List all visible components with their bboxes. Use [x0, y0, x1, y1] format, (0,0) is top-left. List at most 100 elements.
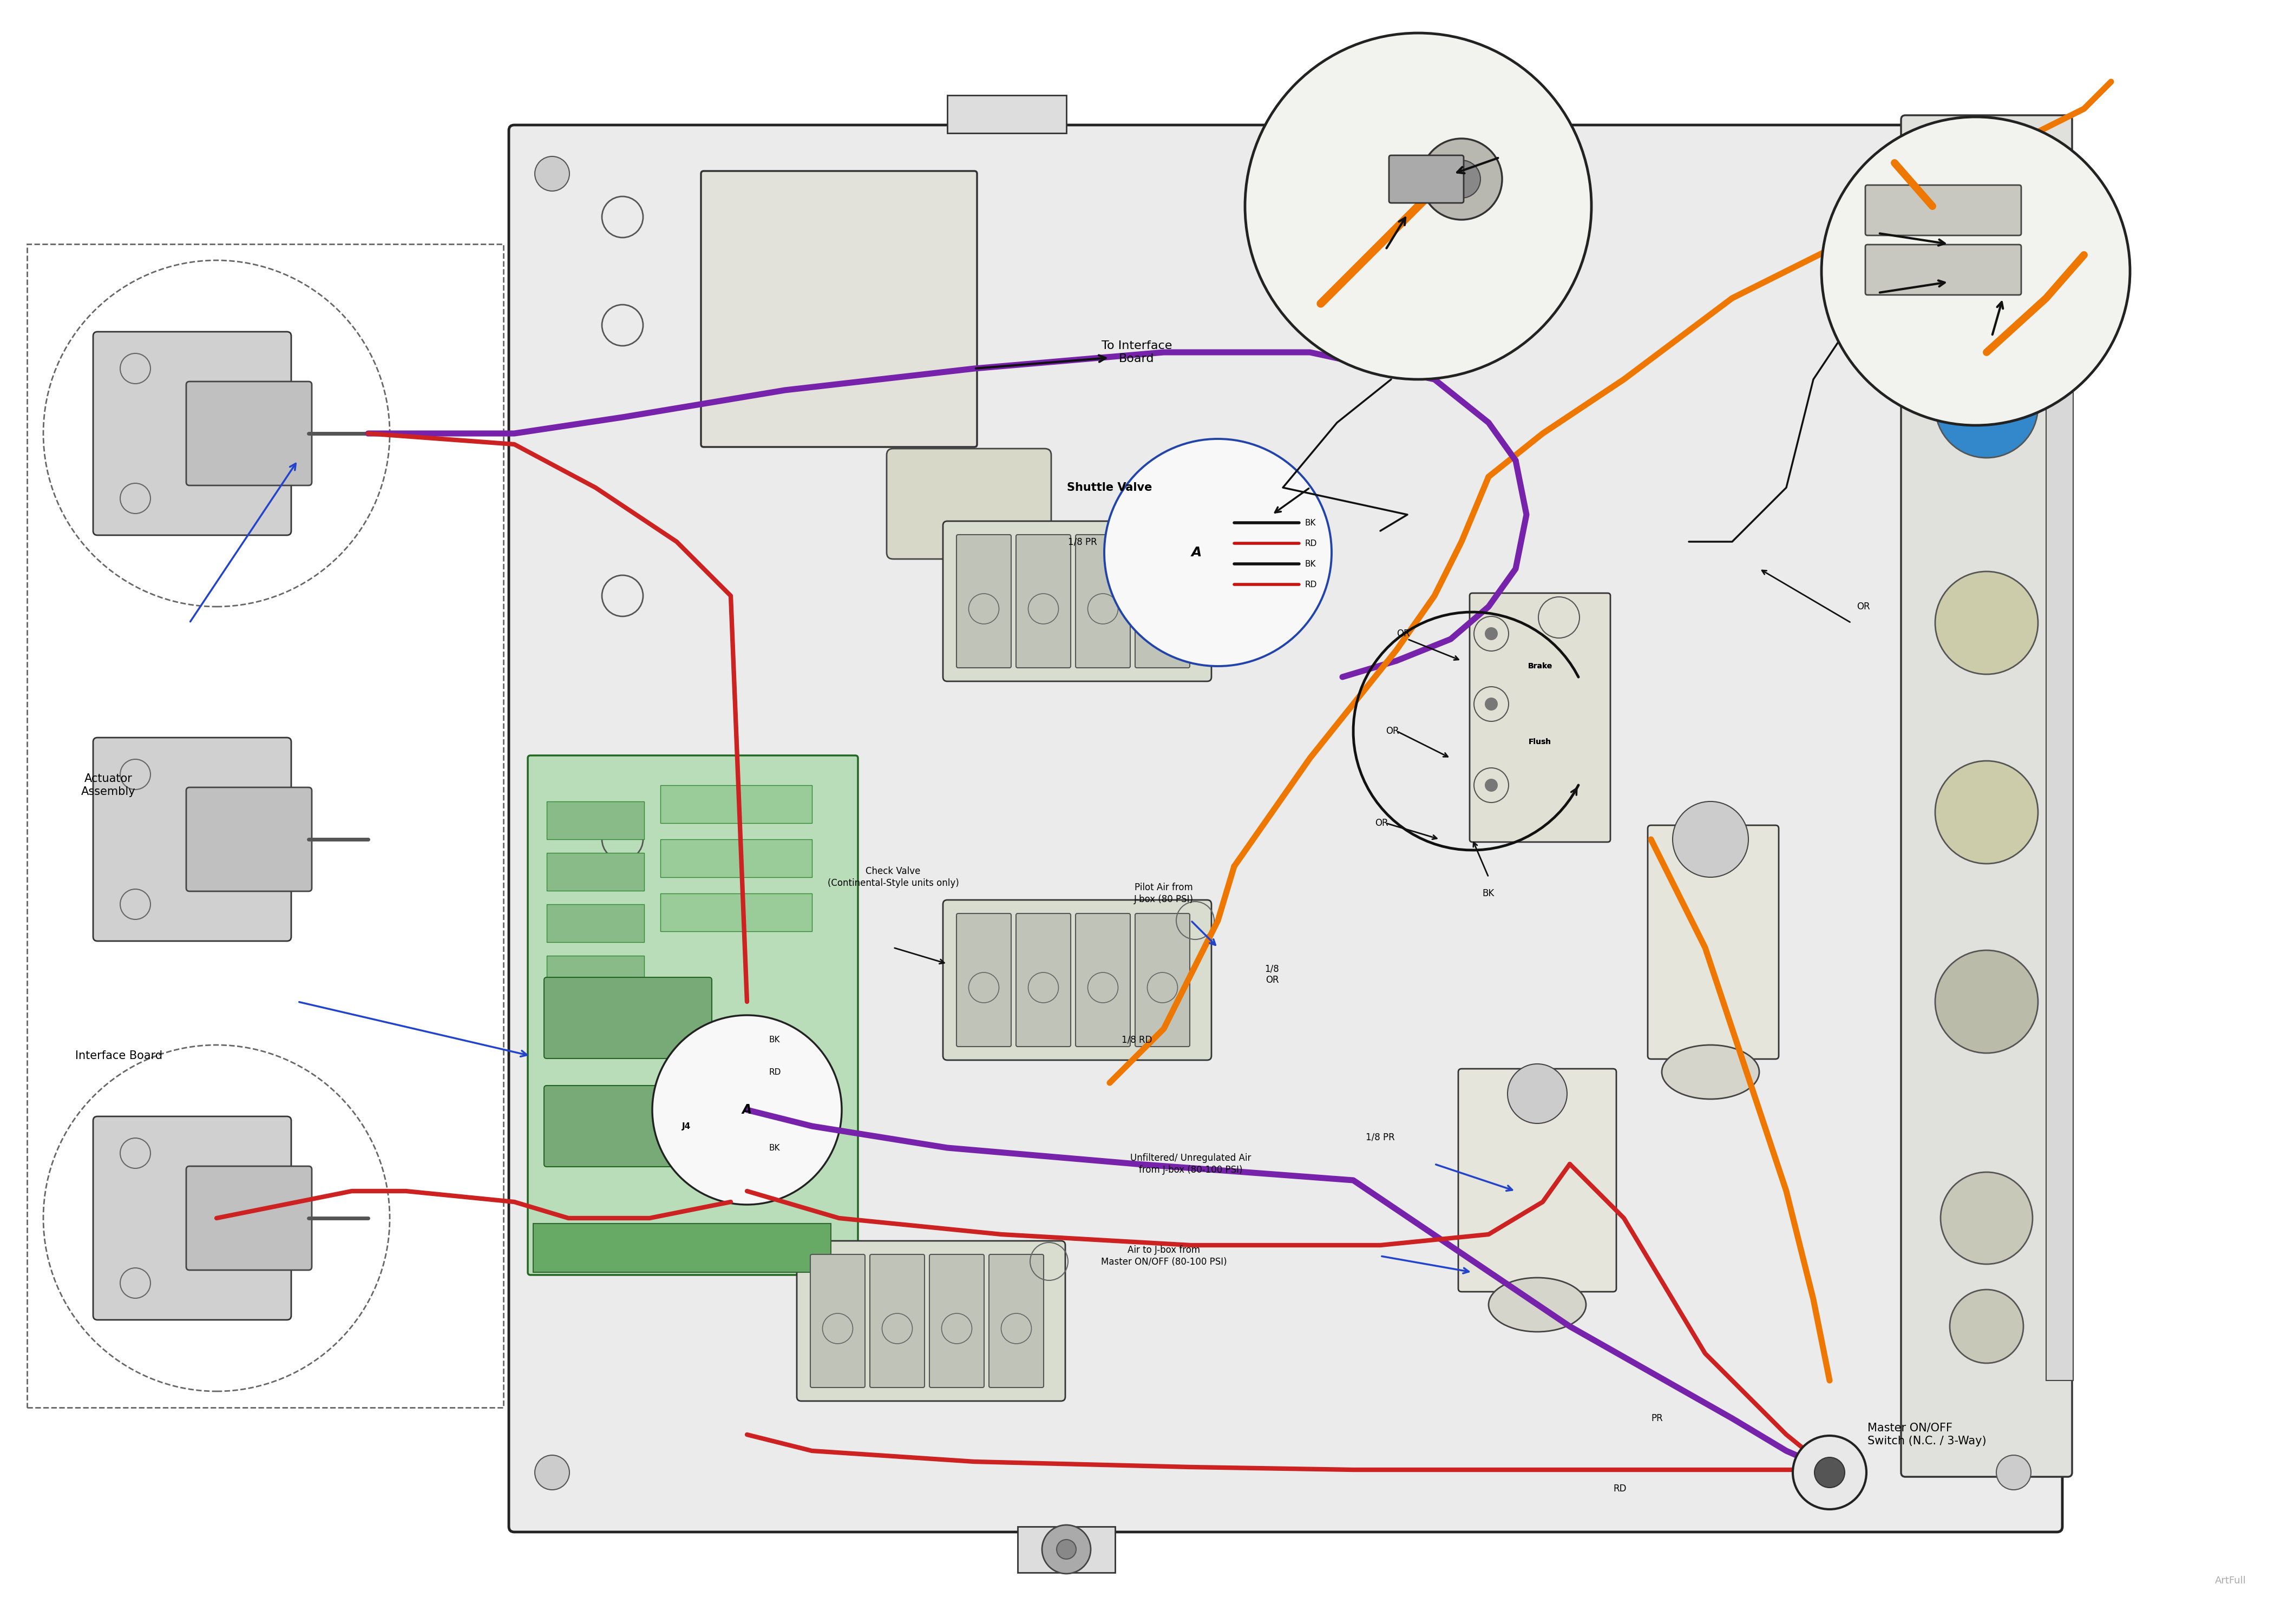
Circle shape — [1935, 762, 2038, 864]
FancyBboxPatch shape — [546, 1007, 644, 1044]
FancyBboxPatch shape — [93, 331, 291, 536]
Text: Actuator
Assembly: Actuator Assembly — [82, 773, 136, 797]
Circle shape — [1421, 138, 1503, 219]
FancyBboxPatch shape — [1649, 825, 1778, 1059]
Text: Air to J-box from
Master ON/OFF (80-100 PSI): Air to J-box from Master ON/OFF (80-100 … — [1101, 1246, 1226, 1267]
FancyBboxPatch shape — [543, 1085, 712, 1166]
FancyBboxPatch shape — [887, 448, 1051, 559]
FancyBboxPatch shape — [1901, 115, 2072, 1476]
Text: Check Valve
(Continental-Style units only): Check Valve (Continental-Style units onl… — [828, 866, 960, 888]
Text: A: A — [1192, 546, 1201, 559]
Text: BK: BK — [769, 1036, 780, 1044]
Text: Pilot Air from
J-box (80 PSI): Pilot Air from J-box (80 PSI) — [1135, 882, 1194, 905]
Text: ArtFull: ArtFull — [2215, 1575, 2247, 1585]
Text: BK: BK — [1305, 560, 1317, 568]
Circle shape — [534, 1455, 568, 1489]
Circle shape — [1057, 1540, 1076, 1559]
Circle shape — [1674, 802, 1749, 877]
Text: 1/8 RD: 1/8 RD — [1121, 1034, 1153, 1044]
FancyBboxPatch shape — [1469, 593, 1610, 841]
FancyBboxPatch shape — [948, 96, 1067, 133]
FancyBboxPatch shape — [659, 893, 812, 931]
FancyBboxPatch shape — [1016, 534, 1071, 667]
FancyBboxPatch shape — [546, 905, 644, 942]
Text: OR: OR — [1385, 726, 1399, 736]
Circle shape — [653, 1015, 841, 1205]
FancyBboxPatch shape — [989, 1254, 1044, 1387]
FancyBboxPatch shape — [1865, 245, 2022, 296]
Circle shape — [534, 156, 568, 192]
Text: OR: OR — [1376, 818, 1387, 828]
Circle shape — [1935, 572, 2038, 674]
FancyBboxPatch shape — [1135, 534, 1189, 667]
FancyBboxPatch shape — [546, 955, 644, 994]
FancyBboxPatch shape — [944, 900, 1212, 1060]
Text: Flush: Flush — [1528, 739, 1551, 745]
FancyBboxPatch shape — [1135, 913, 1189, 1046]
FancyBboxPatch shape — [659, 840, 812, 877]
Text: A: A — [741, 1103, 753, 1116]
FancyBboxPatch shape — [546, 802, 644, 840]
FancyBboxPatch shape — [1076, 913, 1130, 1046]
FancyBboxPatch shape — [186, 382, 312, 486]
Circle shape — [1485, 627, 1499, 640]
Circle shape — [1821, 117, 2131, 425]
FancyBboxPatch shape — [532, 1223, 830, 1272]
Text: To Interface
Board: To Interface Board — [1101, 339, 1171, 364]
FancyBboxPatch shape — [1389, 156, 1464, 203]
Circle shape — [1940, 1173, 2033, 1263]
Circle shape — [1244, 32, 1592, 380]
Circle shape — [1935, 950, 2038, 1052]
Circle shape — [1815, 1457, 1844, 1488]
Text: Master ON/OFF
Switch (N.C. / 3-Way): Master ON/OFF Switch (N.C. / 3-Way) — [1867, 1423, 1987, 1447]
Text: BK: BK — [1305, 518, 1317, 526]
Text: Flush: Flush — [1528, 739, 1551, 745]
FancyBboxPatch shape — [957, 534, 1012, 667]
Text: RD: RD — [1612, 1484, 1626, 1494]
Circle shape — [1997, 156, 2031, 192]
Text: 1/8 PR: 1/8 PR — [1069, 538, 1096, 547]
FancyBboxPatch shape — [186, 1166, 312, 1270]
Text: 1/8
OR: 1/8 OR — [1264, 965, 1280, 986]
Circle shape — [1997, 1455, 2031, 1489]
Circle shape — [1792, 1436, 1867, 1509]
Text: OR: OR — [1856, 603, 1869, 612]
Circle shape — [1041, 1525, 1092, 1574]
Ellipse shape — [1489, 1278, 1585, 1332]
FancyBboxPatch shape — [543, 978, 712, 1059]
Text: BK: BK — [1483, 888, 1494, 898]
Circle shape — [1949, 1289, 2024, 1363]
FancyBboxPatch shape — [2047, 271, 2074, 1380]
FancyBboxPatch shape — [528, 755, 857, 1275]
FancyBboxPatch shape — [546, 853, 644, 890]
Circle shape — [1508, 1064, 1567, 1124]
Text: RD: RD — [769, 1069, 780, 1077]
FancyBboxPatch shape — [1865, 185, 2022, 235]
Circle shape — [1935, 356, 2038, 458]
FancyBboxPatch shape — [1076, 534, 1130, 667]
FancyBboxPatch shape — [93, 737, 291, 940]
Text: Interface Board: Interface Board — [75, 1051, 164, 1060]
FancyBboxPatch shape — [700, 171, 978, 447]
Ellipse shape — [1662, 1044, 1760, 1099]
FancyBboxPatch shape — [509, 125, 2063, 1531]
Text: Unfiltered/ Unregulated Air
from J-box (80-100 PSI): Unfiltered/ Unregulated Air from J-box (… — [1130, 1153, 1251, 1174]
FancyBboxPatch shape — [957, 913, 1012, 1046]
Text: Brake: Brake — [1528, 663, 1553, 671]
Text: PR: PR — [1651, 1413, 1662, 1423]
Circle shape — [1105, 438, 1333, 666]
Text: J4: J4 — [682, 1122, 691, 1130]
Text: BK: BK — [769, 1143, 780, 1151]
Text: Brake: Brake — [1528, 663, 1553, 671]
FancyBboxPatch shape — [659, 786, 812, 823]
FancyBboxPatch shape — [1019, 1527, 1114, 1572]
Text: Shuttle Valve: Shuttle Valve — [1067, 482, 1153, 494]
FancyBboxPatch shape — [1458, 1069, 1617, 1291]
Text: RD: RD — [1305, 539, 1317, 547]
FancyBboxPatch shape — [1016, 913, 1071, 1046]
FancyBboxPatch shape — [93, 1116, 291, 1320]
FancyBboxPatch shape — [810, 1254, 864, 1387]
FancyBboxPatch shape — [871, 1254, 926, 1387]
Text: 1/8 PR: 1/8 PR — [1367, 1132, 1394, 1142]
FancyBboxPatch shape — [930, 1254, 985, 1387]
